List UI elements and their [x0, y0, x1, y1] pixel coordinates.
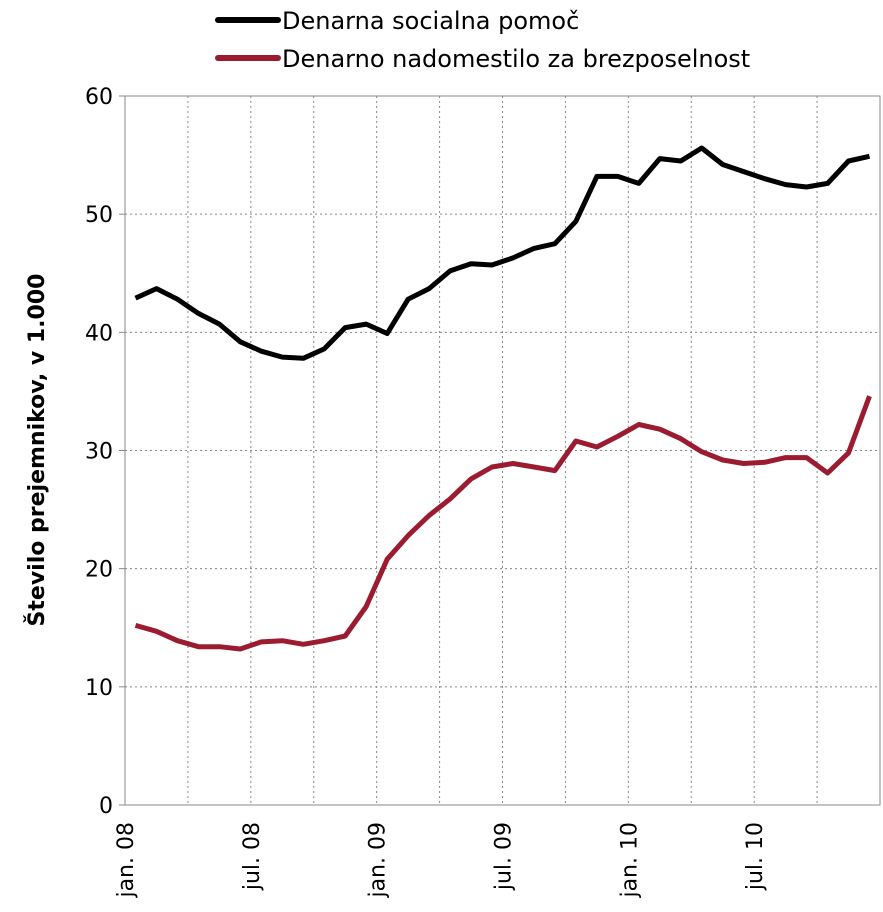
y-tick-label: 30 [85, 440, 113, 465]
y-tick-label: 50 [85, 203, 113, 228]
y-tick-label: 10 [85, 676, 113, 701]
legend-text: Denarna socialna pomoč [282, 7, 579, 35]
y-tick-label: 20 [85, 558, 113, 583]
line-series [134, 395, 872, 652]
line-series [134, 145, 871, 361]
x-tick-label: jul. 10 [743, 822, 768, 891]
y-tick-label: 60 [85, 85, 113, 110]
plot-frame [124, 95, 881, 806]
x-tick-label: jul. 08 [240, 822, 265, 891]
x-tick-label: jan. 08 [114, 822, 139, 899]
x-tick-label: jul. 09 [492, 822, 517, 891]
y-tick-label: 40 [85, 321, 113, 346]
x-tick-label: jan. 10 [617, 822, 642, 899]
y-tick-label: 0 [99, 794, 113, 819]
x-tick-label: jan. 09 [366, 822, 391, 899]
y-axis-label: Število prejemnikov, v 1.000 [24, 274, 50, 627]
legend-text: Denarno nadomestilo za brezposelnost [282, 45, 750, 73]
